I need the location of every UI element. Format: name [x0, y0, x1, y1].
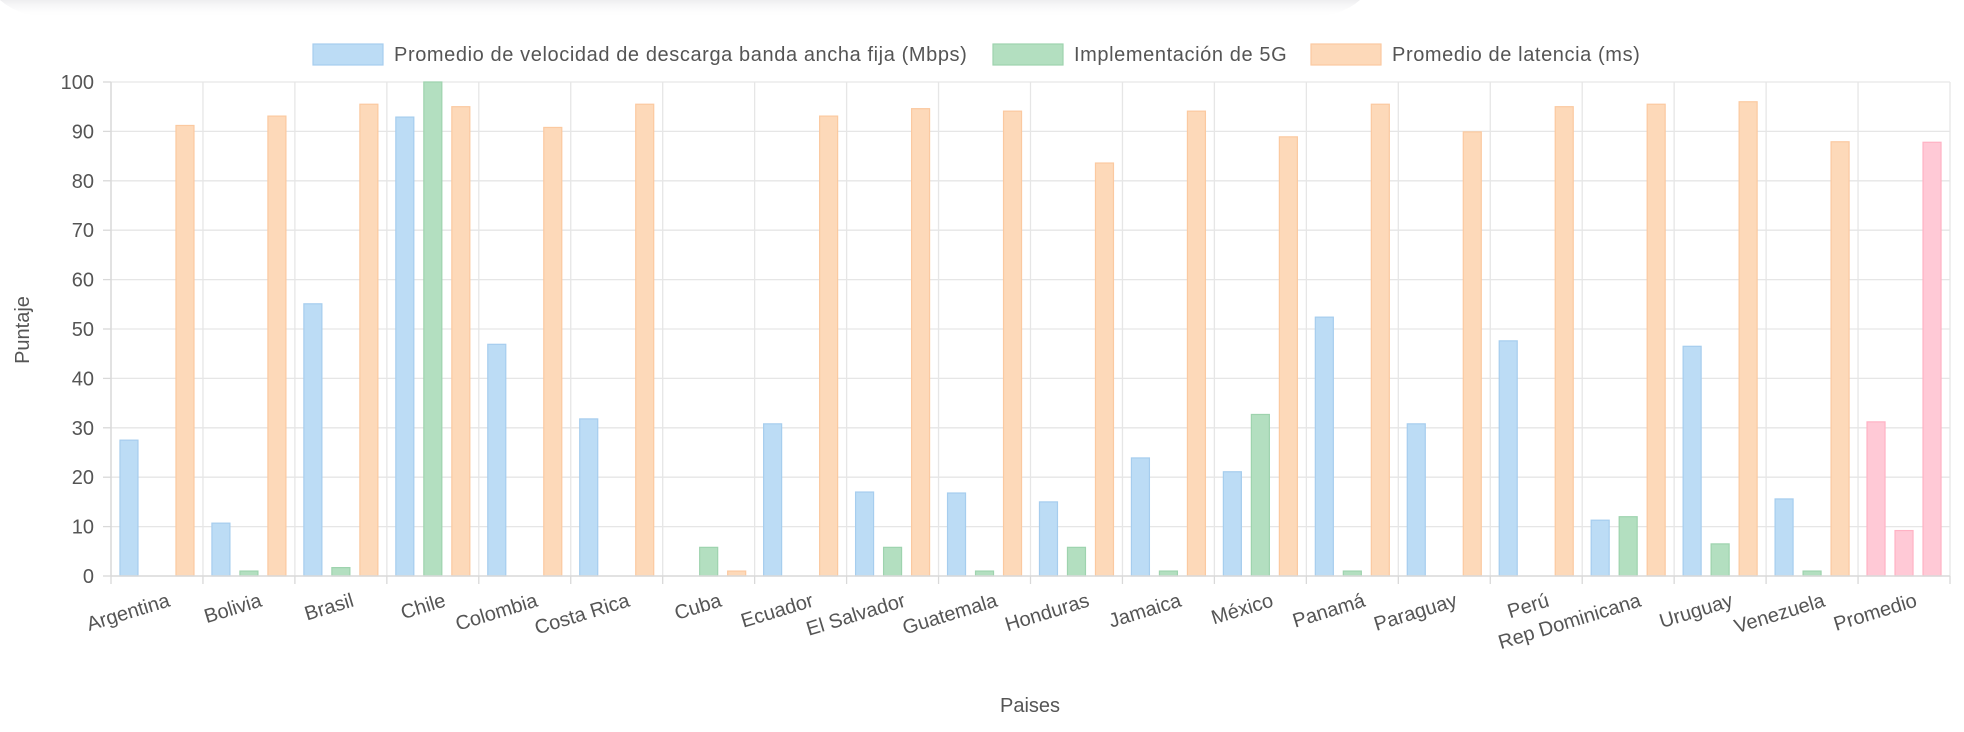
y-axis-title: Puntaje — [12, 296, 34, 364]
y-tick-label: 0 — [83, 566, 94, 588]
bar-perú-s1 — [1498, 340, 1518, 577]
x-tick-label: Chile — [398, 590, 448, 624]
legend-swatch — [1310, 43, 1382, 66]
bar-brasil-s2 — [331, 567, 351, 577]
y-tick-label: 10 — [72, 517, 94, 539]
x-tick-label: Guatemala — [900, 589, 1001, 639]
bar-jamaica-s3 — [1186, 110, 1207, 577]
bar-honduras-s3 — [1094, 162, 1115, 577]
bar-panamá-s1 — [1314, 316, 1334, 577]
x-tick-label: Paraguay — [1371, 590, 1459, 636]
x-tick-label: Argentina — [84, 589, 173, 635]
bar-honduras-s2 — [1066, 546, 1087, 577]
bar-bolivia-s1 — [211, 522, 231, 577]
bar-uruguay-s2 — [1710, 543, 1730, 577]
bar-méxico-s3 — [1278, 136, 1298, 577]
bar-costa-rica-s1 — [579, 418, 599, 577]
bar-venezuela-s3 — [1830, 141, 1850, 577]
gridlines — [111, 81, 1951, 576]
bar-rep-dominicana-s1 — [1590, 519, 1610, 577]
bar-rep-dominicana-s2 — [1618, 516, 1638, 577]
bar-ecuador-s3 — [819, 115, 839, 577]
bar-chile-s2 — [423, 81, 443, 577]
bar-honduras-s1 — [1038, 501, 1059, 577]
y-tick-label: 70 — [72, 220, 94, 242]
bar-perú-s3 — [1554, 106, 1574, 577]
y-tick-label: 50 — [72, 319, 94, 341]
bar-promedio-s1 — [1866, 421, 1886, 577]
legend-label: Promedio de latencia (ms) — [1392, 44, 1640, 66]
legend-label: Promedio de velocidad de descarga banda … — [394, 44, 967, 66]
bar-costa-rica-s3 — [635, 103, 655, 577]
y-axis-ticks: 0 10 20 30 40 50 60 70 80 90 100 — [61, 72, 111, 588]
bar-uruguay-s1 — [1682, 345, 1702, 577]
bar-uruguay-s3 — [1738, 101, 1758, 577]
bar-ecuador-s1 — [763, 423, 783, 577]
legend-label: Implementación de 5G — [1074, 44, 1287, 66]
legend-swatch — [312, 43, 384, 66]
bar-el-salvador-s2 — [882, 546, 903, 577]
bar-cuba-s2 — [699, 546, 719, 577]
x-tick-label: Jamaica — [1106, 589, 1184, 632]
bar-bolivia-s3 — [267, 115, 287, 577]
bar-méxico-s2 — [1250, 413, 1270, 577]
bar-jamaica-s1 — [1130, 457, 1151, 577]
top-shadow-band — [0, 0, 1964, 22]
x-tick-label: Cuba — [672, 589, 725, 624]
bar-brasil-s3 — [359, 103, 379, 577]
x-axis-ticks: Argentina Bolivia Brasil Chile ColombiaCosta… — [84, 576, 1951, 654]
y-tick-label: 80 — [72, 171, 94, 193]
bar-colombia-s3 — [543, 126, 563, 577]
bar-promedio-s2 — [1894, 529, 1914, 577]
x-tick-label: Brasil — [302, 590, 356, 626]
x-tick-label: Ecuador — [738, 590, 816, 633]
bar-paraguay-s1 — [1406, 423, 1426, 577]
bar-rep-dominicana-s3 — [1646, 103, 1666, 577]
x-tick-label: Honduras — [1003, 590, 1092, 636]
x-tick-label: Panamá — [1290, 589, 1369, 632]
bar-el-salvador-s1 — [854, 491, 875, 577]
y-tick-label: 30 — [72, 418, 94, 440]
bar-chile-s3 — [451, 106, 471, 577]
bar-chile-s1 — [395, 116, 415, 577]
bar-colombia-s1 — [487, 343, 507, 577]
x-tick-label: México — [1209, 590, 1276, 630]
top-shadow-shape — [0, 0, 1360, 18]
y-tick-label: 100 — [61, 72, 94, 94]
bar-brasil-s1 — [303, 303, 323, 577]
legend-swatch — [992, 43, 1064, 66]
bar-guatemala-s3 — [1002, 110, 1023, 577]
bar-panamá-s3 — [1370, 103, 1390, 577]
x-axis-title: Paises — [1000, 695, 1060, 717]
x-tick-label: Venezuela — [1732, 589, 1829, 638]
x-tick-label: Costa Rica — [532, 589, 633, 639]
x-tick-label: Bolivia — [202, 589, 266, 628]
y-tick-label: 40 — [72, 368, 94, 390]
y-tick-label: 60 — [72, 270, 94, 292]
bar-el-salvador-s3 — [910, 108, 931, 577]
x-tick-label: Promedio — [1831, 590, 1919, 636]
bar-venezuela-s1 — [1774, 498, 1794, 577]
bar-méxico-s1 — [1222, 471, 1242, 577]
bar-paraguay-s3 — [1462, 131, 1482, 577]
y-tick-label: 20 — [72, 467, 94, 489]
x-tick-label: El Salvador — [804, 590, 909, 641]
bar-argentina-s1 — [119, 439, 139, 577]
bar-guatemala-s1 — [946, 492, 967, 577]
bar-argentina-s3 — [175, 124, 195, 577]
legend: Promedio de velocidad de descarga banda … — [312, 43, 1640, 66]
y-tick-label: 90 — [72, 121, 94, 143]
bars — [119, 81, 1942, 577]
x-tick-label: Colombia — [453, 589, 541, 635]
bar-promedio-s3 — [1922, 141, 1942, 577]
x-tick-label: Uruguay — [1657, 590, 1736, 633]
